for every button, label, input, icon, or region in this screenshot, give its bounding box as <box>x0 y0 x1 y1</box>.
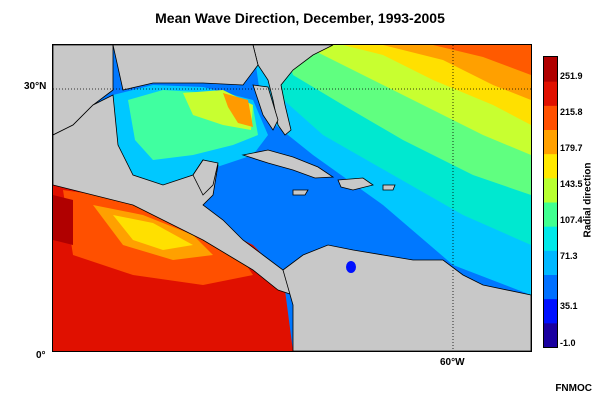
colorbar-tick-1: 215.8 <box>560 107 583 117</box>
wave-direction-map <box>52 44 532 352</box>
lat-label-0: 0° <box>36 350 46 361</box>
colorbar-segment <box>544 57 557 82</box>
colorbar-segment <box>544 202 557 227</box>
colorbar-label: Radial direction <box>582 162 594 238</box>
gulf-band-4 <box>223 93 253 127</box>
jamaica <box>292 189 309 196</box>
colorbar-segment <box>544 322 557 348</box>
colorbar-segment <box>544 226 557 251</box>
lake-maracaibo <box>346 261 356 273</box>
colorbar-segment <box>544 153 557 179</box>
hispaniola <box>337 177 374 191</box>
lat-label-30n: 30°N <box>24 81 47 92</box>
pacific-band-4 <box>113 215 193 250</box>
colorbar-tick-0: 251.9 <box>560 71 583 81</box>
atlantic-band-7 <box>433 45 531 75</box>
puerto-rico <box>382 184 396 191</box>
colorbar-tick-6: 35.1 <box>560 301 578 311</box>
cuba <box>241 149 335 179</box>
map-svg <box>53 45 531 351</box>
colorbar-tick-7: -1.0 <box>560 338 576 348</box>
colorbar-tick-2: 179.7 <box>560 143 583 153</box>
colorbar-segment <box>544 274 557 300</box>
colorbar-segment <box>544 177 557 203</box>
colorbar-segment <box>544 81 557 106</box>
colorbar-segment <box>544 298 557 324</box>
mexico-central-america <box>53 94 294 296</box>
chart-title: Mean Wave Direction, December, 1993-2005 <box>155 10 445 26</box>
colorbar-tick-3: 143.5 <box>560 179 583 189</box>
colorbar-segment <box>544 129 557 155</box>
colorbar-svg <box>544 57 557 348</box>
credit-label: FNMOC <box>555 383 592 394</box>
colorbar-tick-5: 71.3 <box>560 251 578 261</box>
florida <box>252 84 279 131</box>
colorbar-segment <box>544 105 557 130</box>
yucatan <box>192 159 219 196</box>
colorbar-tick-4: 107.4 <box>560 215 583 225</box>
colorbar-segment <box>544 250 557 275</box>
lon-label-60w: 60°W <box>440 357 465 368</box>
colorbar <box>543 56 558 348</box>
us-gulf-coast <box>112 45 259 91</box>
pacific-band-5 <box>53 195 73 245</box>
